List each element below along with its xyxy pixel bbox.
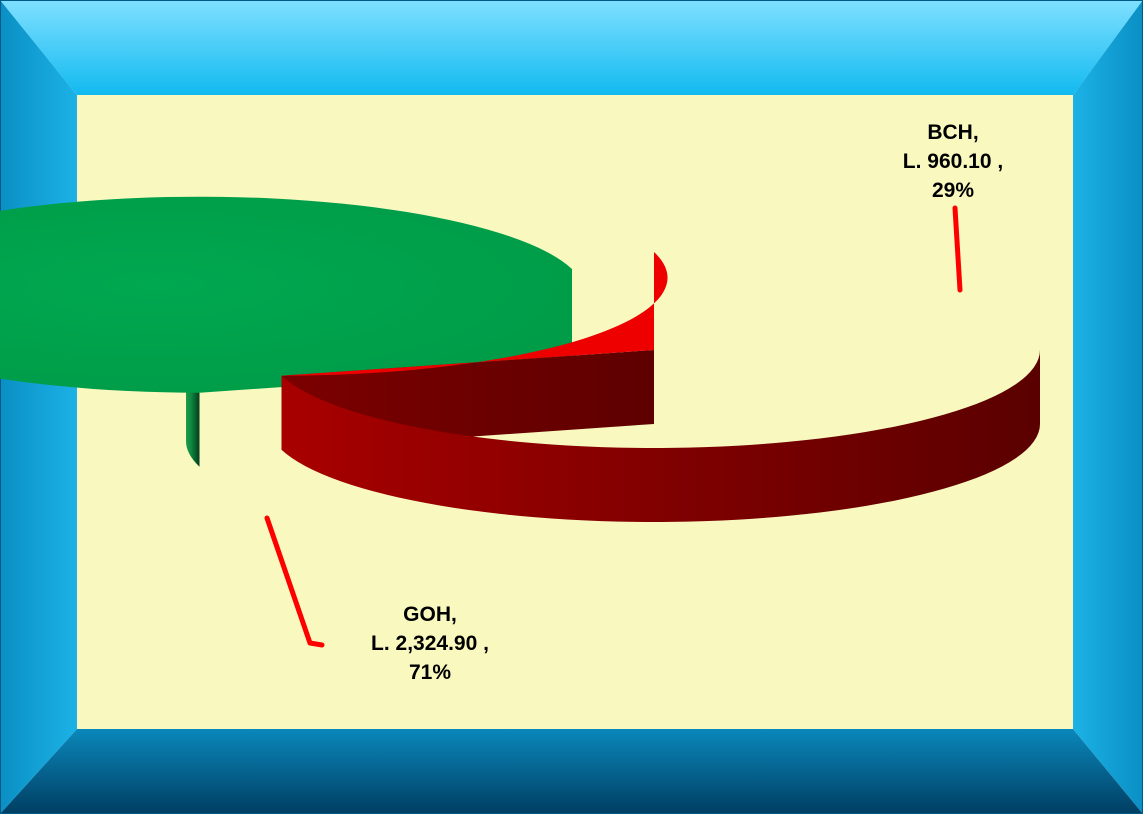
pie-slice-bch (281, 252, 1040, 523)
data-label-goh-category: GOH, (403, 603, 457, 626)
pie-slice-bch-top (281, 252, 668, 376)
pie-slice-bch-side (281, 350, 1040, 523)
pie-slice-goh-top (0, 196, 572, 393)
data-label-bch-category: BCH, (927, 121, 979, 144)
leader-line-bch (952, 205, 963, 293)
data-label-goh-value: L. 2,324.90 , (371, 632, 489, 655)
pie-slice-goh (0, 196, 572, 467)
data-label-goh: GOH, L. 2,324.90 , 71% (330, 600, 530, 687)
data-label-bch-value: L. 960.10 , (902, 150, 1004, 173)
leader-line-goh (264, 515, 325, 648)
data-label-bch: BCH, L. 960.10 , 29% (878, 118, 1028, 205)
data-label-goh-percent: 71% (408, 661, 452, 684)
data-label-bch-percent: 29% (931, 179, 975, 202)
